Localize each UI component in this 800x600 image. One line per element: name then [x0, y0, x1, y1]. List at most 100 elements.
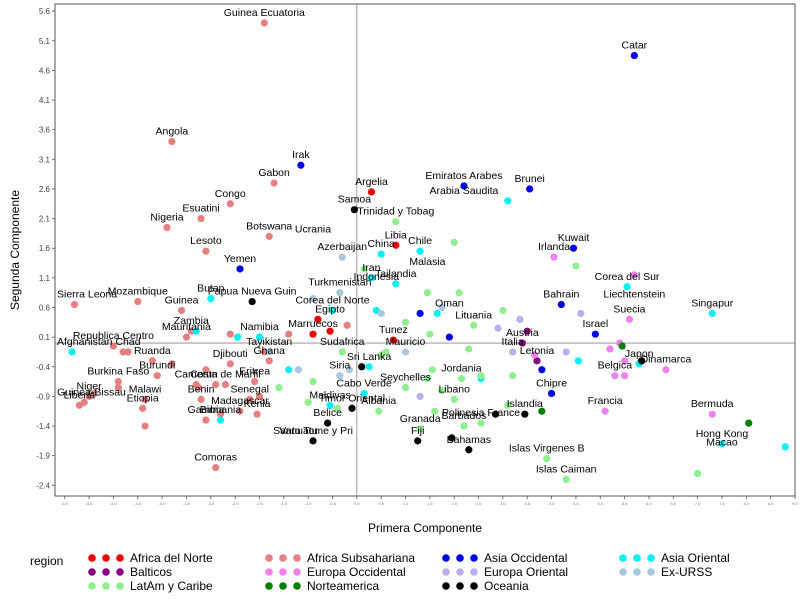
point-egipto	[314, 315, 322, 323]
point-liechtenstein	[630, 271, 638, 279]
point-oman	[445, 333, 453, 341]
y-tick-label: 2.6	[39, 185, 51, 194]
point-latam-y-caribe	[504, 401, 512, 409]
point-djibouti	[226, 360, 234, 368]
label-costa-de-marfil: Costa de Marfil	[190, 369, 261, 381]
point-latam-y-caribe	[333, 404, 341, 412]
label-azerbaijan: Azerbaijan	[317, 241, 367, 253]
label-etiopia: Etiopia	[127, 392, 159, 404]
legend-swatch-norteamerica	[293, 582, 301, 590]
point-oceania	[248, 297, 256, 306]
label-camerun: Camerun	[175, 369, 218, 381]
legend-swatch-latam-y-caribe	[88, 582, 96, 590]
point-latam-y-caribe	[428, 366, 436, 374]
label-chipre: Chipre	[536, 377, 567, 389]
point-suecia	[625, 315, 634, 323]
label-djibouti: Djibouti	[213, 348, 248, 360]
y-tick-label: 5.1	[39, 37, 51, 46]
point-norteamerica	[618, 342, 626, 350]
point-lesoto	[202, 247, 210, 255]
label-suecia: Suecia	[613, 303, 645, 315]
label-indonesia: Indonesia	[354, 271, 400, 283]
label-fiji: Fiji	[411, 425, 424, 437]
point-latam-y-caribe	[499, 306, 507, 315]
point-islas-caiman	[562, 475, 570, 484]
point-latam-y-caribe	[509, 372, 517, 380]
point-ex-urss	[377, 309, 385, 318]
label-esuatini: Esuatini	[182, 203, 219, 215]
x-tick-label: -2.5	[232, 501, 240, 506]
point-gambia	[202, 416, 210, 424]
label-marruecos: Marruecos	[288, 318, 338, 330]
point-emiratos-arabes	[460, 182, 468, 190]
y-tick-label: 4.1	[39, 96, 51, 105]
label-iran: Iran	[362, 262, 380, 274]
point-europa-oriental	[516, 315, 524, 323]
legend-swatch-asia-occidental	[470, 554, 478, 562]
point-santo-tome-y-pri	[309, 437, 317, 445]
label-angola: Angola	[155, 126, 188, 138]
point-oceania	[521, 410, 529, 418]
point-guinea	[177, 306, 186, 315]
point-granada	[416, 425, 424, 433]
point-latam-y-caribe	[470, 321, 478, 329]
point-benin	[197, 395, 205, 403]
x-tick-label: 0.0	[354, 501, 360, 506]
label-comoras: Comoras	[194, 452, 237, 464]
x-tick-label: 8.0	[744, 501, 750, 506]
point-azerbaijan	[338, 253, 346, 261]
y-tick-label: -2.4	[36, 481, 50, 490]
legend-label-oceania: Oceania	[484, 579, 529, 593]
legend-swatch-europa-occidental	[279, 568, 287, 576]
label-singapur: Singapur	[691, 297, 734, 309]
legend-label-europa-occidental: Europa Occidental	[307, 565, 406, 579]
label-mauritania: Mauritania	[162, 321, 211, 333]
point-africa-subsahariana	[195, 383, 203, 392]
point-costa-de-marfil	[221, 380, 229, 389]
label-senegal: Senegal	[230, 383, 269, 395]
label-islandia: Islandia	[507, 398, 543, 410]
label-madagascar: Madagascar	[211, 395, 269, 407]
point-latam-y-caribe	[694, 469, 702, 478]
point-dinamarca	[662, 366, 670, 374]
point-botswana	[265, 232, 273, 240]
legend-swatch-asia-occidental	[442, 554, 450, 562]
point-tayikistan	[265, 348, 273, 356]
y-tick-label: 1.6	[39, 244, 51, 253]
legend-swatch-asia-oriental	[647, 554, 655, 562]
x-tick-label: 8.5	[768, 501, 774, 506]
legend-swatch-balticos	[88, 568, 96, 576]
label-gabon: Gabon	[258, 167, 290, 179]
x-tick-label: 4.5	[573, 501, 579, 506]
point-oceania	[348, 404, 356, 412]
label-eritrea: Eritrea	[239, 366, 270, 378]
label-mauricio: Mauricio	[386, 336, 426, 348]
point-bahrain	[557, 300, 565, 309]
label-burkina-faso: Burkina Faso	[87, 366, 149, 378]
legend-swatch-africa-subsahariana	[279, 554, 287, 562]
label-francia: Francia	[588, 395, 623, 407]
label-tailandia: Tailandia	[375, 268, 417, 280]
label-china: China	[367, 238, 395, 250]
point-ex-urss	[345, 366, 354, 374]
y-tick-label: 3.6	[39, 126, 51, 135]
x-tick-label: 3.5	[524, 501, 530, 506]
point-ex-urss	[438, 303, 446, 312]
label-lesoto: Lesoto	[190, 235, 222, 247]
point-letonia	[533, 357, 541, 365]
point-seychelles	[401, 383, 410, 392]
point-latam-y-caribe	[572, 262, 580, 270]
point-latam-y-caribe	[477, 372, 485, 380]
label-siria: Siria	[329, 360, 350, 372]
point-libano	[450, 395, 458, 403]
label-zambia: Zambia	[174, 315, 209, 327]
label-arabia-saudita: Arabia Saudita	[430, 185, 499, 197]
point-israel	[591, 330, 599, 338]
point-canada	[538, 407, 546, 415]
point-jordania	[457, 375, 466, 383]
point-asia-oriental	[365, 363, 373, 371]
label-timor-oriental: Timor Oriental	[319, 392, 385, 404]
y-tick-label: -1.9	[36, 452, 50, 461]
